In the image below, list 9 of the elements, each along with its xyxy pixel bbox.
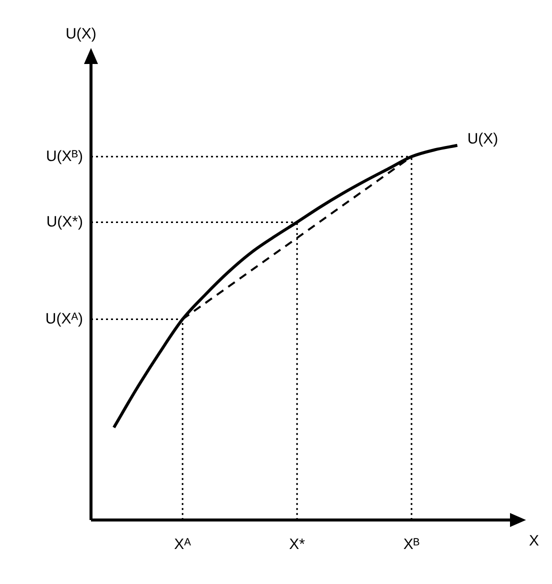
text: U(X) xyxy=(66,26,96,43)
series-label: U(X) xyxy=(467,130,498,148)
x-tick-label: Xᴮ xyxy=(403,536,420,554)
x-axis-title: X xyxy=(528,532,540,550)
ref-line-label: U(Xᴮ) xyxy=(46,148,84,165)
x-tick-label: X* xyxy=(289,536,306,554)
ref-line-label: U(X*) xyxy=(46,213,83,230)
ref-line-label: U(Xᴬ) xyxy=(45,310,84,328)
x-tick-label: Xᴬ xyxy=(174,536,192,554)
